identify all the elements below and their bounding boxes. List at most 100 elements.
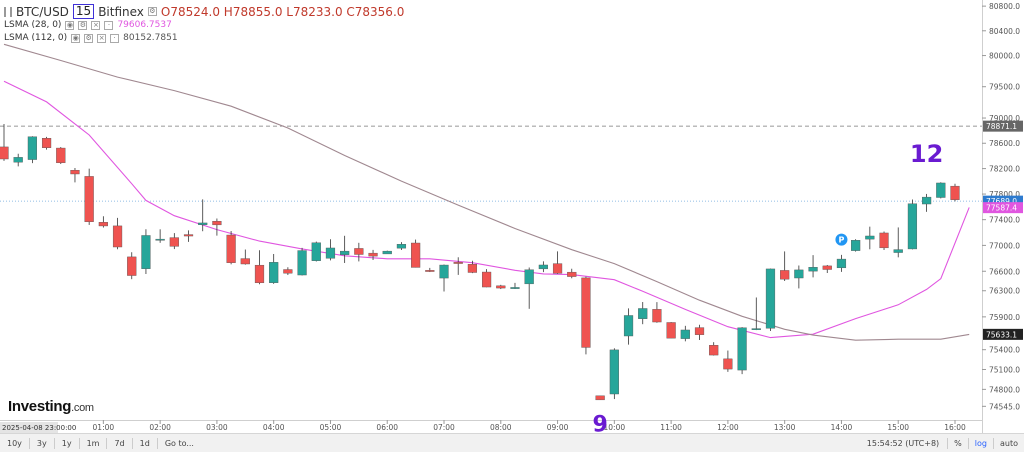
divider xyxy=(106,437,108,449)
y-tick-label: 77400.0 xyxy=(989,216,1020,225)
logo-suffix: .com xyxy=(71,402,94,414)
candle-up xyxy=(680,325,690,342)
candle-body xyxy=(155,238,165,241)
percent-scale-button[interactable]: % xyxy=(954,438,962,448)
range-1d[interactable]: 1d xyxy=(139,438,150,448)
x-tick-label: 16:00 xyxy=(944,423,966,432)
settings-icon[interactable]: ⚙ xyxy=(84,33,94,43)
candle-body xyxy=(879,232,889,249)
candle-body xyxy=(481,271,492,288)
symbol-drag-icon[interactable] xyxy=(4,6,12,17)
x-tick-label: 04:00 xyxy=(263,423,285,432)
more-icon[interactable]: · xyxy=(104,20,114,30)
range-3y[interactable]: 3y xyxy=(36,438,47,448)
candle-body xyxy=(240,258,250,265)
close-icon[interactable]: × xyxy=(97,33,107,43)
candle-body xyxy=(368,252,378,257)
candle-body xyxy=(765,268,776,329)
y-tick-label: 79500.0 xyxy=(989,83,1020,92)
candle-body xyxy=(27,136,37,160)
log-scale-button[interactable]: log xyxy=(974,438,987,448)
candle-body xyxy=(936,182,946,198)
sma-fast-line xyxy=(3,80,970,339)
x-tick-label: 06:00 xyxy=(376,423,398,432)
goto-date-button[interactable]: Go to... xyxy=(164,438,194,448)
candle-body xyxy=(112,225,123,248)
eye-icon[interactable]: ◉ xyxy=(71,33,81,43)
eye-icon[interactable]: ◉ xyxy=(65,20,75,30)
candle-down xyxy=(467,260,478,274)
candle-body xyxy=(198,222,208,225)
candle-up xyxy=(794,265,804,289)
candle-down xyxy=(368,249,378,261)
candle-down xyxy=(879,231,889,250)
settings-icon[interactable]: ⚙ xyxy=(147,7,157,16)
sma-slow-line xyxy=(3,43,970,341)
candle-down xyxy=(723,350,733,372)
y-tick-label: 74800.0 xyxy=(989,385,1020,394)
candle-down xyxy=(595,395,605,401)
symbol-name[interactable]: BTC/USD xyxy=(16,4,69,19)
candle-down xyxy=(354,242,364,262)
chart-annotations: 12 9 P xyxy=(592,140,943,433)
symbol-legend[interactable]: BTC/USD 15 Bitfinex ⚙ O78524.0 H78855.0 … xyxy=(4,4,404,19)
sma-fast-tag-bg xyxy=(983,202,1023,214)
auto-scale-button[interactable]: auto xyxy=(999,438,1018,448)
candle-body xyxy=(567,271,577,277)
candle-up xyxy=(141,229,151,274)
candle-body xyxy=(254,264,265,284)
candle-body xyxy=(808,267,818,272)
y-tick-label: 77000.0 xyxy=(989,241,1020,250)
candle-body xyxy=(922,196,932,205)
more-icon[interactable]: · xyxy=(110,33,120,43)
y-tick-label: 79000.0 xyxy=(989,114,1020,123)
settings-icon[interactable]: ⚙ xyxy=(78,20,88,30)
x-tick-label: 13:00 xyxy=(774,423,796,432)
candle-body xyxy=(311,242,321,261)
high-price-tag-bg xyxy=(983,120,1023,132)
candle-up xyxy=(524,267,534,309)
candle-down xyxy=(567,268,577,279)
sma1-label: LSMA (28, 0) xyxy=(4,20,62,30)
candle-body xyxy=(56,147,66,164)
candle-up xyxy=(297,247,307,276)
candle-up xyxy=(538,261,548,273)
sma2-legend[interactable]: LSMA (112, 0) ◉ ⚙ × · 80152.7851 xyxy=(4,33,178,43)
high-price-tag: 78871.1 xyxy=(986,122,1017,131)
chart-lines xyxy=(0,125,982,202)
x-tick-label: 11:00 xyxy=(660,423,682,432)
price-chart[interactable]: 80800.0 80400.0 80000.0 79500.0 79000.0 78600… xyxy=(0,0,1024,433)
y-tick-label: 80000.0 xyxy=(989,52,1020,61)
range-10y[interactable]: 10y xyxy=(7,438,22,448)
candle-down xyxy=(652,302,662,323)
candle-body xyxy=(552,263,563,274)
candle-body xyxy=(98,222,108,227)
range-1y[interactable]: 1y xyxy=(61,438,72,448)
candle-up xyxy=(836,254,847,272)
logo-brand: Investing xyxy=(8,398,72,415)
interval-selector[interactable]: 15 xyxy=(72,4,95,19)
sma1-legend[interactable]: LSMA (28, 0) ◉ ⚙ × · 79606.7537 xyxy=(4,20,172,30)
candle-up xyxy=(893,227,903,258)
count-9-label: 9 xyxy=(592,412,607,433)
x-tick-label: 03:00 xyxy=(206,423,228,432)
candle-down xyxy=(70,167,80,183)
range-7d[interactable]: 7d xyxy=(114,438,125,448)
candle-body xyxy=(354,248,364,255)
candle-body xyxy=(950,185,960,200)
candle-body xyxy=(212,220,222,226)
candle-body xyxy=(865,235,875,240)
y-tick-label: 74545.0 xyxy=(989,402,1020,411)
candle-body xyxy=(694,327,705,335)
candle-up xyxy=(396,242,407,251)
range-1m[interactable]: 1m xyxy=(86,438,100,448)
x-tick-label: 10:00 xyxy=(604,423,626,432)
x-tick-label: 08:00 xyxy=(490,423,512,432)
close-icon[interactable]: × xyxy=(91,20,101,30)
candle-up xyxy=(325,239,336,261)
x-tick-label: 12:00 xyxy=(717,423,739,432)
x-tick-label: 15:00 xyxy=(887,423,909,432)
candle-body xyxy=(0,146,9,160)
candle-body xyxy=(737,327,747,371)
cursor-time-bg xyxy=(0,422,58,433)
